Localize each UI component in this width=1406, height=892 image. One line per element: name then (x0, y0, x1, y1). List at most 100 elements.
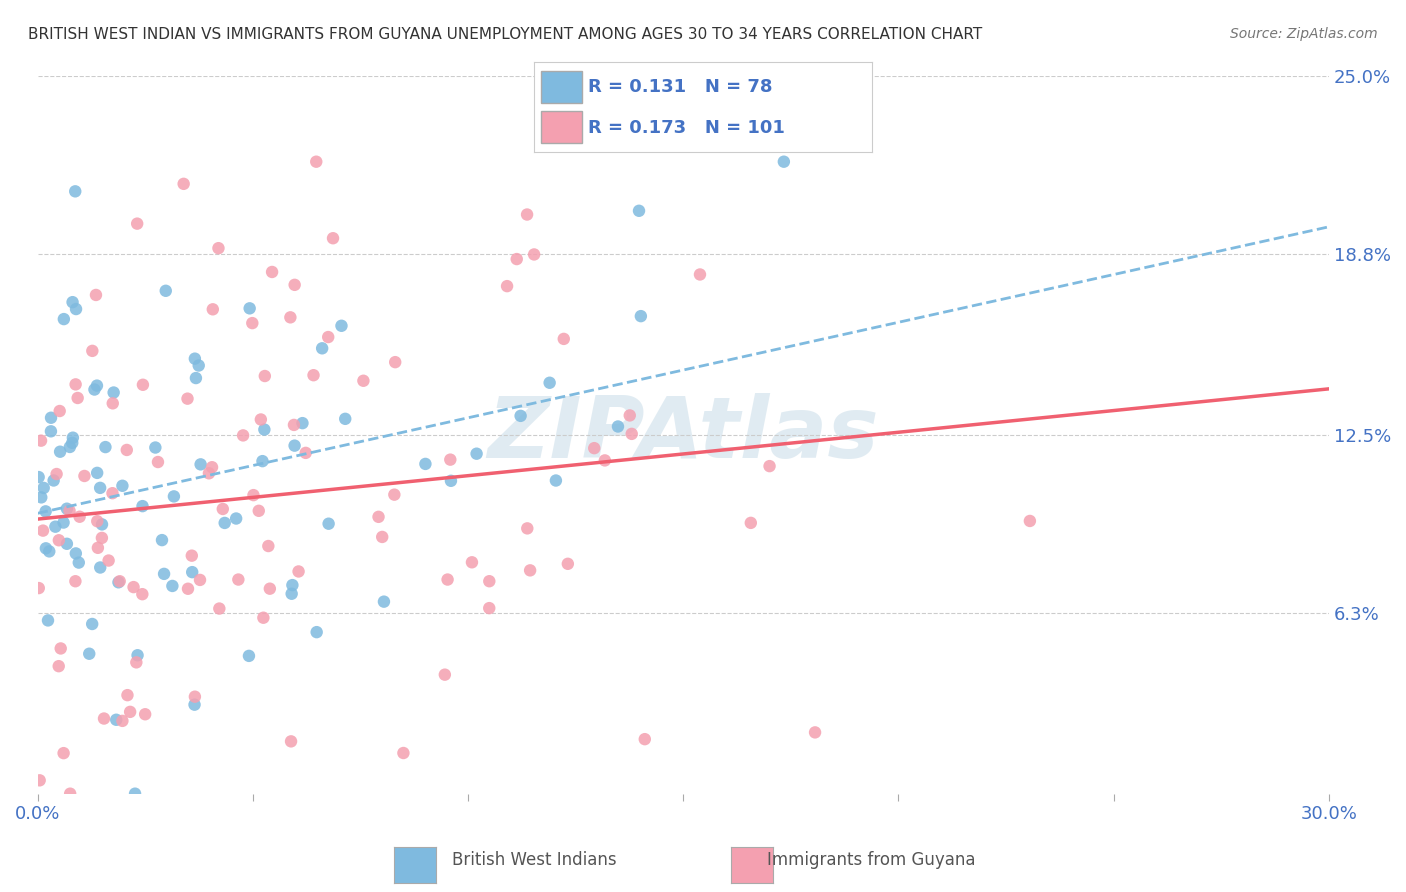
Point (207, 241, 229, 255)
Point (145, 441, 167, 455)
Point (259, 582, 281, 596)
Point (131, 587, 153, 601)
Point (627, 203, 650, 218)
Point (89, 481, 111, 495)
Point (238, 648, 260, 663)
Point (127, 648, 149, 663)
Point (62, 295, 84, 310)
Point (103, 385, 125, 400)
Point (253, 423, 276, 437)
Point (280, 310, 302, 325)
Point (48, 533, 70, 548)
Point (620, 426, 643, 441)
Point (94, 440, 117, 454)
Point (384, 355, 406, 369)
Point (124, 787, 146, 801)
Point (155, 284, 177, 298)
Point (38, 544, 60, 558)
Point (439, 452, 461, 467)
Point (93, 712, 115, 726)
Text: British West Indians: British West Indians (451, 851, 617, 869)
Point (283, 417, 305, 432)
Point (183, 698, 205, 712)
Point (478, 601, 501, 615)
Point (242, 488, 264, 502)
Point (52, 516, 75, 530)
Point (239, 301, 262, 316)
Point (115, 442, 138, 457)
Point (284, 439, 307, 453)
Point (132, 377, 155, 392)
Point (35, 541, 58, 556)
Point (415, 457, 437, 471)
Point (120, 705, 142, 719)
Point (352, 374, 374, 388)
Point (630, 309, 652, 323)
Point (240, 316, 263, 330)
Point (740, 516, 762, 530)
Point (371, 530, 394, 544)
Point (250, 412, 273, 426)
Point (208, 601, 231, 615)
Point (73, 469, 96, 483)
Point (44, 519, 66, 533)
Point (49, 444, 72, 458)
Point (211, 502, 233, 516)
Point (252, 611, 274, 625)
Point (127, 217, 149, 231)
Point (86, 466, 108, 480)
Point (39, 425, 62, 439)
Point (516, 521, 538, 535)
Point (392, 746, 415, 760)
Point (82, 343, 104, 358)
Point (162, 579, 184, 593)
Point (34, 504, 56, 518)
Point (188, 573, 211, 587)
Point (60, 435, 83, 450)
Point (634, 732, 657, 747)
Point (56, 501, 79, 516)
Point (280, 734, 302, 748)
Point (56, 537, 79, 551)
Text: R = 0.173   N = 101: R = 0.173 N = 101 (588, 119, 785, 136)
Point (101, 396, 124, 410)
Point (311, 341, 333, 355)
Point (228, 573, 250, 587)
FancyBboxPatch shape (541, 112, 582, 143)
Point (184, 690, 207, 704)
Point (84, 288, 107, 302)
Point (322, 231, 344, 245)
Point (373, 594, 395, 608)
Point (125, 656, 148, 670)
Point (465, 447, 488, 461)
Point (58, 504, 80, 518)
Point (67, 556, 90, 570)
Point (247, 504, 270, 518)
Point (538, 376, 561, 390)
Point (184, 351, 207, 366)
Point (619, 409, 641, 423)
Point (180, 549, 202, 563)
Point (65, 184, 87, 198)
Point (77, 647, 100, 661)
Point (107, 575, 129, 590)
Point (506, 252, 529, 266)
Point (187, 359, 209, 373)
Point (91, 517, 114, 532)
Point (111, 479, 134, 493)
Point (496, 279, 519, 293)
Point (62, 431, 84, 445)
Point (225, 511, 247, 525)
Point (198, 467, 221, 481)
Point (69, 509, 91, 524)
Point (134, 707, 156, 722)
Point (117, 688, 139, 702)
Point (316, 330, 339, 344)
Point (90, 531, 112, 545)
Point (45, 467, 67, 481)
Text: BRITISH WEST INDIAN VS IMMIGRANTS FROM GUYANA UNEMPLOYMENT AMONG AGES 30 TO 34 Y: BRITISH WEST INDIAN VS IMMIGRANTS FROM G… (28, 27, 983, 42)
Point (201, 302, 224, 317)
Point (773, 154, 796, 169)
Point (65, 301, 87, 316)
Point (28, 581, 51, 595)
